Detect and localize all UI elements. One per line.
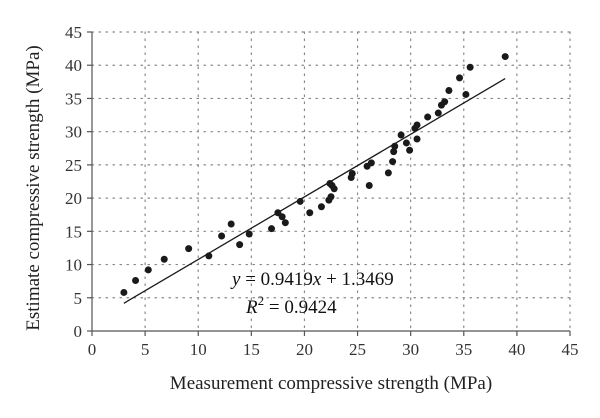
data-point	[501, 53, 509, 61]
tick-labels: 0 5 10 15 20 25 30 35 40 45 0 5 10 15 20 25 30 35 40 45	[65, 23, 579, 359]
equation-x-var: x	[312, 269, 322, 290]
axes	[87, 31, 571, 336]
data-point	[268, 225, 276, 233]
x-tick-label: 10	[190, 340, 207, 359]
equation-slope: = 0.9419	[240, 269, 312, 290]
data-point	[278, 213, 286, 221]
y-tick-label: 0	[74, 322, 83, 341]
y-tick-label: 20	[65, 189, 82, 208]
y-tick-label: 10	[65, 256, 82, 275]
data-point	[413, 121, 421, 129]
y-axis-title: Estimate compressive strength (MPa)	[23, 45, 44, 330]
y-tick-label: 30	[65, 123, 82, 142]
y-tick-label: 40	[65, 56, 82, 75]
data-point	[144, 266, 152, 274]
data-point	[327, 193, 335, 201]
x-tick-label: 35	[455, 340, 472, 359]
data-point	[245, 230, 253, 238]
data-point	[384, 169, 392, 177]
data-point	[227, 220, 235, 228]
trendline-group	[123, 78, 506, 304]
trendline	[123, 78, 506, 304]
data-point	[402, 139, 410, 147]
data-point	[413, 135, 421, 143]
equation-y-var: y	[230, 269, 241, 290]
data-point	[365, 181, 373, 189]
data-point	[397, 131, 405, 139]
x-tick-label: 45	[562, 340, 579, 359]
y-tick-label: 5	[74, 289, 83, 308]
data-point	[406, 146, 414, 154]
data-points	[120, 53, 509, 296]
data-point	[424, 113, 432, 121]
x-tick-label: 0	[88, 340, 97, 359]
data-point	[218, 232, 226, 240]
data-point	[281, 219, 289, 227]
x-tick-label: 30	[402, 340, 419, 359]
data-point	[120, 288, 128, 296]
r-squared-exponent: 2	[258, 293, 265, 308]
data-point	[236, 241, 244, 249]
data-point	[296, 197, 304, 205]
x-tick-label: 25	[349, 340, 366, 359]
data-point	[132, 277, 140, 285]
data-point	[441, 98, 449, 106]
data-point	[317, 203, 325, 211]
data-point	[462, 90, 470, 98]
regression-equation: y = 0.9419x + 1.3469	[230, 269, 394, 290]
data-point	[456, 74, 464, 82]
y-tick-label: 25	[65, 156, 82, 175]
data-point	[160, 255, 168, 263]
data-point	[367, 159, 375, 167]
data-point	[328, 181, 336, 189]
data-point	[306, 209, 314, 217]
data-point	[390, 148, 398, 156]
equation-intercept: + 1.3469	[321, 269, 393, 290]
data-point	[348, 170, 356, 178]
data-point	[389, 158, 397, 166]
data-point	[391, 142, 399, 150]
y-tick-label: 15	[65, 222, 82, 241]
y-tick-label: 45	[65, 23, 82, 42]
r-squared-value: = 0.9424	[264, 297, 337, 318]
r-squared-symbol: R	[245, 297, 258, 318]
data-point	[434, 109, 442, 117]
r-squared: R2 = 0.9424	[245, 293, 337, 318]
x-tick-label: 20	[296, 340, 313, 359]
data-point	[445, 86, 453, 94]
x-axis-title: Measurement compressive strength (MPa)	[170, 373, 492, 394]
data-point	[185, 245, 193, 253]
y-tick-label: 35	[65, 89, 82, 108]
data-point	[466, 63, 474, 71]
data-point	[205, 252, 213, 260]
x-tick-label: 15	[243, 340, 260, 359]
x-tick-label: 5	[141, 340, 150, 359]
x-tick-label: 40	[508, 340, 525, 359]
